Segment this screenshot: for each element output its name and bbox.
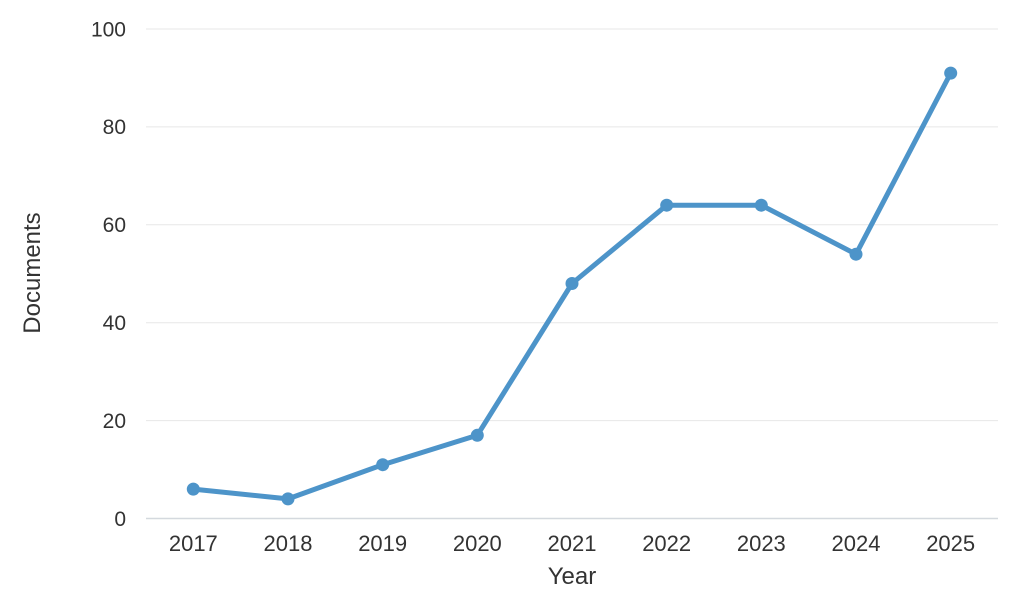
data-point-2020[interactable] [470, 428, 484, 442]
y-tick-label: 40 [103, 312, 126, 335]
data-point-2024[interactable] [849, 247, 863, 261]
x-tick-label: 2021 [548, 531, 597, 556]
data-point-2019[interactable] [376, 458, 390, 472]
x-tick-label: 2025 [926, 531, 975, 556]
y-tick-label: 80 [103, 116, 126, 139]
y-tick-label: 100 [91, 18, 126, 41]
data-point-2025[interactable] [944, 66, 958, 80]
x-tick-label: 2023 [737, 531, 786, 556]
x-tick-label: 2018 [264, 531, 313, 556]
data-point-2022[interactable] [660, 198, 674, 212]
data-point-2021[interactable] [565, 277, 579, 290]
x-tick-label: 2019 [358, 531, 407, 556]
data-point-2023[interactable] [754, 198, 768, 212]
x-axis-title: Year [547, 563, 597, 590]
y-tick-label: 0 [114, 508, 126, 531]
y-tick-label: 60 [103, 214, 126, 237]
x-tick-label: 2017 [169, 531, 218, 556]
data-point-2017[interactable] [186, 482, 200, 496]
x-tick-label: 2024 [832, 531, 881, 556]
data-point-2018[interactable] [281, 492, 295, 506]
x-tick-label: 2020 [453, 531, 502, 556]
x-tick-label: 2022 [642, 531, 691, 556]
y-axis-title: Documents [19, 212, 46, 334]
y-tick-label: 20 [103, 410, 126, 433]
